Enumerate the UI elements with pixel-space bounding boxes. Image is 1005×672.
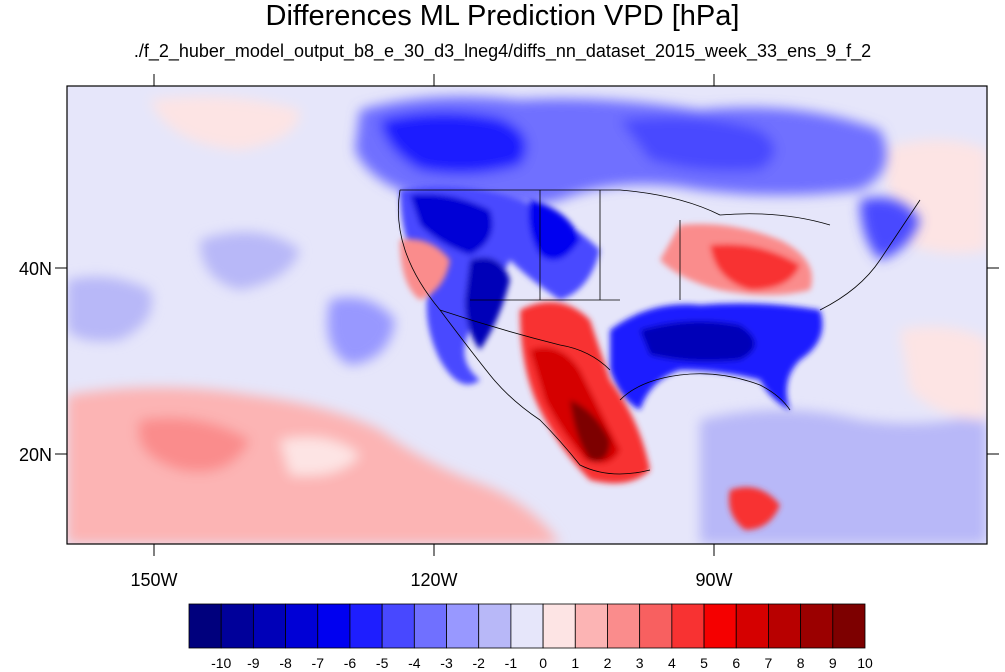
colorbar-swatch (607, 603, 641, 649)
colorbar-swatch (317, 603, 351, 649)
colorbar-swatch (252, 603, 286, 649)
colorbar-label: 7 (765, 655, 773, 671)
colorbar-label: -8 (279, 655, 292, 671)
colorbar-label: 3 (636, 655, 644, 671)
map-title: Differences ML Prediction VPD [hPa] (265, 0, 740, 32)
lat-label-40n: 40N (19, 259, 52, 279)
colorbar-label: -1 (505, 655, 518, 671)
colorbar-label: 4 (668, 655, 676, 671)
colorbar-label: -7 (312, 655, 325, 671)
vpd-difference-field (67, 86, 987, 544)
colorbar-swatch (220, 603, 254, 649)
colorbar-label: 0 (539, 655, 547, 671)
colorbar-label: 2 (604, 655, 612, 671)
colorbar-label: 8 (797, 655, 805, 671)
colorbar-swatch (188, 603, 222, 649)
colorbar-label: -10 (211, 655, 231, 671)
colorbar-swatch (381, 603, 415, 649)
colorbar-swatch (671, 603, 705, 649)
colorbar-label: -5 (376, 655, 389, 671)
colorbar-swatch (478, 603, 512, 649)
colorbar-swatch (735, 603, 769, 649)
colorbar-swatch (768, 603, 802, 649)
colorbar-swatch (285, 603, 319, 649)
colorbar-label: -3 (440, 655, 453, 671)
colorbar-label: -9 (247, 655, 260, 671)
colorbar-swatch (703, 603, 737, 649)
lat-label-20n: 20N (19, 445, 52, 465)
colorbar-swatch (800, 603, 834, 649)
colorbar-label: 5 (700, 655, 708, 671)
colorbar-swatch (574, 603, 608, 649)
colorbar-label: 1 (571, 655, 579, 671)
colorbar-label: -6 (344, 655, 357, 671)
colorbar-label: -2 (472, 655, 485, 671)
lon-label-150w: 150W (130, 570, 177, 590)
colorbar-label: 10 (857, 655, 873, 671)
colorbar-label: 6 (732, 655, 740, 671)
colorbar-swatch (446, 603, 480, 649)
colorbar-swatch (639, 603, 673, 649)
colorbar-swatch (832, 603, 866, 649)
colorbar-swatch (349, 603, 383, 649)
lon-label-90w: 90W (695, 570, 732, 590)
colorbar-swatch (542, 603, 576, 649)
map-subtitle: ./f_2_huber_model_output_b8_e_30_d3_lneg… (133, 41, 872, 61)
colorbar: -10 -9 -8 -7 -6 -5 -4 -3 -2 -1 0 1 2 3 4 5 6 7 8 9 10 (188, 603, 873, 671)
colorbar-swatch (413, 603, 447, 649)
colorbar-label: 9 (829, 655, 837, 671)
map-frame (66, 85, 988, 545)
colorbar-swatch (510, 603, 544, 649)
colorbar-label: -4 (408, 655, 421, 671)
lon-label-120w: 120W (410, 570, 457, 590)
